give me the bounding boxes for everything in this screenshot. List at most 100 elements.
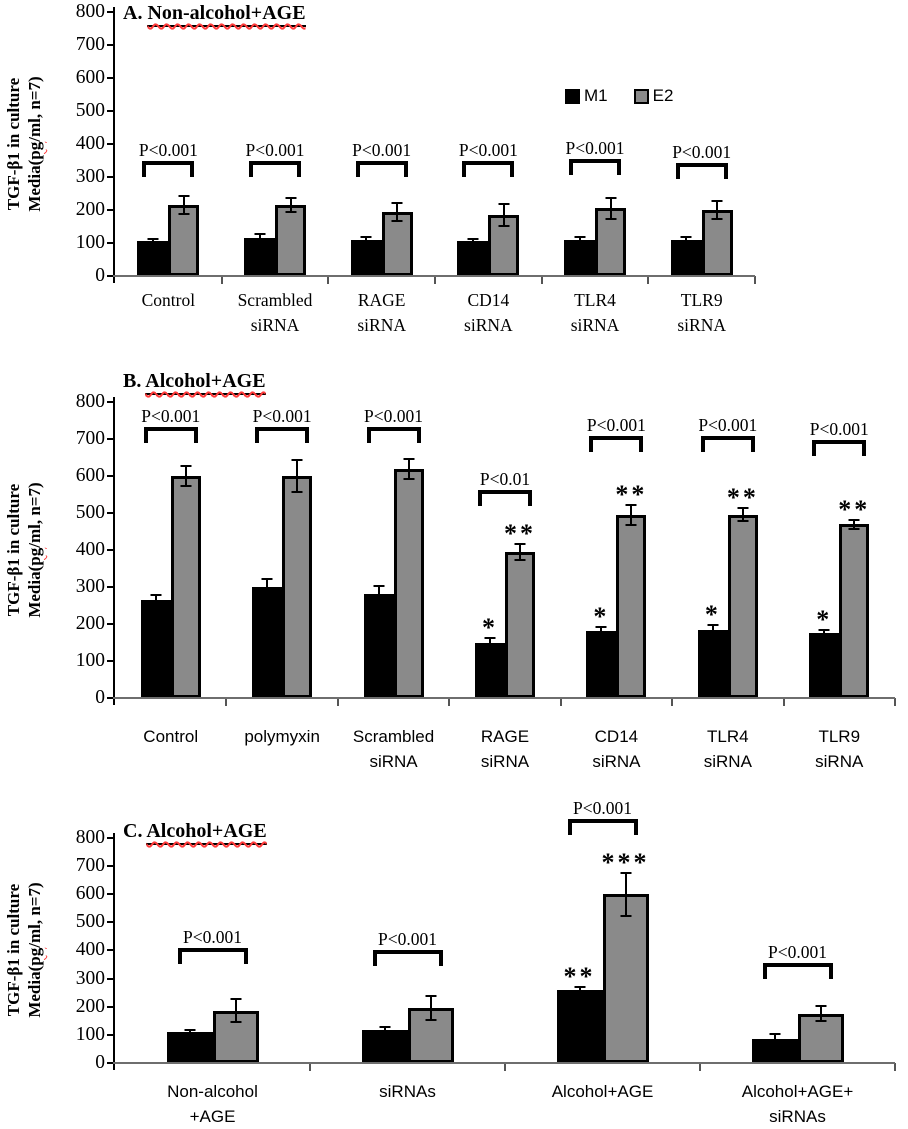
y-axis-tick	[107, 438, 114, 440]
bar-e2	[282, 476, 313, 698]
bar-e2	[839, 524, 870, 698]
y-axis-tick-label: 400	[75, 939, 105, 961]
error-bar	[711, 624, 714, 630]
bar-pair: * **	[809, 402, 870, 698]
bar-pair	[166, 838, 259, 1063]
bar-group: P<0.001	[648, 12, 756, 284]
bar-slot	[407, 838, 454, 1063]
significance-bracket	[569, 159, 622, 176]
bar-groups: P<0.001 P<0.001 P<0.001 * ** P<0.01 * ** P<0.001…	[115, 402, 897, 706]
y-axis-label-b: TGF-β1 in culture Media(pg/ml, n=7)	[0, 402, 48, 698]
plot-area-c: C. Alcohol+AGE 0 100 200 300 400 500 600 700 800…	[76, 798, 896, 1126]
bar-group: P<0.001	[222, 12, 330, 284]
error-bar	[429, 995, 432, 1021]
significance-stars: ***	[601, 847, 650, 877]
bar-slot	[252, 402, 283, 698]
error-bar	[819, 1005, 822, 1023]
error-bar	[407, 457, 410, 480]
bar-slot	[137, 12, 169, 276]
bar-slot: **	[503, 402, 536, 698]
legend-swatch-m1-icon	[565, 88, 580, 104]
bar-slot	[361, 838, 408, 1063]
bar-slot	[275, 12, 306, 276]
bar-slot: **	[556, 838, 603, 1063]
y-axis-tick	[107, 143, 114, 145]
bar-e2	[602, 894, 649, 1063]
y-axis-label-line1: TGF-β1 in culture	[4, 483, 23, 617]
y-axis-tick-label: 500	[75, 100, 105, 121]
bar-e2	[275, 205, 306, 276]
bar-slot	[564, 12, 596, 276]
error-bar	[383, 1026, 386, 1031]
error-bar	[609, 196, 612, 220]
p-value-label: P<0.001	[768, 941, 827, 962]
y-axis-label-c: TGF-β1 in culture Media(pg/ml, n=7)	[0, 838, 48, 1063]
bar-slot: *	[586, 402, 617, 698]
bar-pair	[457, 12, 520, 276]
y-axis-tick-label: 300	[75, 166, 105, 187]
y-axis-tick-label: 0	[95, 687, 105, 708]
y-axis-tick	[107, 1061, 114, 1064]
significance-bracket	[477, 489, 532, 506]
x-axis-label: TLR4 siRNA	[703, 727, 752, 771]
x-axis-labels: Control polymyxin Scrambled siRNA RAGE siRNA C…	[115, 724, 895, 774]
y-axis-tick	[107, 586, 114, 588]
bar-groups: P<0.001 P<0.001 P<0.001 P<0.001 P<0.001 P<0.0…	[115, 12, 756, 284]
bar-slot	[701, 12, 733, 276]
y-axis-tick	[107, 44, 114, 46]
x-axis-label: TLR9 siRNA	[677, 290, 726, 335]
panel-b-title: B. Alcohol+AGE	[123, 370, 266, 395]
bar-m1	[457, 241, 489, 276]
bar-group: P<0.001	[115, 838, 311, 1071]
x-axis-label: Alcohol+AGE+ siRNAs	[741, 1081, 854, 1126]
plot-area-a: A. Non-alcohol+AGE M1 E2 0 100 200 300 400 50…	[76, 1, 756, 335]
y-axis-tick-label: 200	[75, 199, 105, 220]
bar-slot	[751, 838, 798, 1063]
bar-slot: *	[809, 402, 840, 698]
y-axis-tick	[107, 697, 114, 699]
panel-a-title: A. Non-alcohol+AGE	[123, 2, 306, 27]
p-value-label: P<0.001	[364, 405, 424, 426]
error-bar	[296, 459, 299, 493]
p-value-label: P<0.001	[183, 927, 242, 948]
y-axis-tick-label: 600	[75, 465, 105, 486]
plot-area-b: B. Alcohol+AGE 0 100 200 300 400 500 600 700 800…	[76, 370, 897, 771]
error-bar	[600, 625, 603, 632]
significance-stars: *	[481, 612, 498, 642]
error-bar	[502, 203, 505, 227]
p-value-label: P<0.001	[672, 141, 732, 162]
significance-stars: *	[704, 600, 721, 629]
bar-m1	[556, 989, 603, 1063]
bar-slot	[212, 838, 259, 1063]
bar-slot: *	[697, 402, 728, 698]
bar-pair	[244, 12, 306, 276]
y-axis-tick-label: 600	[75, 67, 105, 88]
error-bar	[853, 518, 856, 530]
bar-slot	[670, 12, 702, 276]
error-bar	[741, 507, 744, 523]
x-axis-label: Non-alcohol +AGE	[167, 1081, 258, 1126]
y-axis-tick	[107, 110, 114, 112]
y-axis-tick-label: 200	[75, 995, 105, 1017]
y-axis-tick	[107, 11, 114, 13]
y-axis-tick-label: 0	[95, 1051, 105, 1073]
error-bar	[488, 636, 491, 643]
y-axis-tick-label: 700	[75, 428, 105, 449]
error-bar	[578, 985, 581, 990]
bar-group: * ** P<0.001	[784, 402, 897, 706]
x-axis-labels: Control Scrambled siRNA RAGE siRNA CD14 siRNA T…	[115, 288, 755, 338]
legend-swatch-e2-icon	[633, 88, 649, 104]
significance-bracket	[675, 162, 728, 179]
y-axis-tick	[107, 512, 114, 514]
bar-m1	[361, 1030, 408, 1063]
error-bar	[258, 233, 261, 239]
y-axis-tick	[107, 401, 114, 403]
significance-stars: **	[503, 518, 536, 548]
legend: M1 E2	[565, 86, 673, 106]
p-value-label: P<0.001	[352, 140, 412, 160]
bar-e2	[616, 514, 647, 698]
significance-stars: *	[816, 604, 833, 634]
y-axis-label-a: TGF-β1 in culture Media(pg/ml, n=7)	[0, 12, 48, 276]
panel-a: TGF-β1 in culture Media(pg/ml, n=7) A. N…	[0, 0, 908, 366]
p-value-label: P<0.001	[138, 140, 198, 160]
